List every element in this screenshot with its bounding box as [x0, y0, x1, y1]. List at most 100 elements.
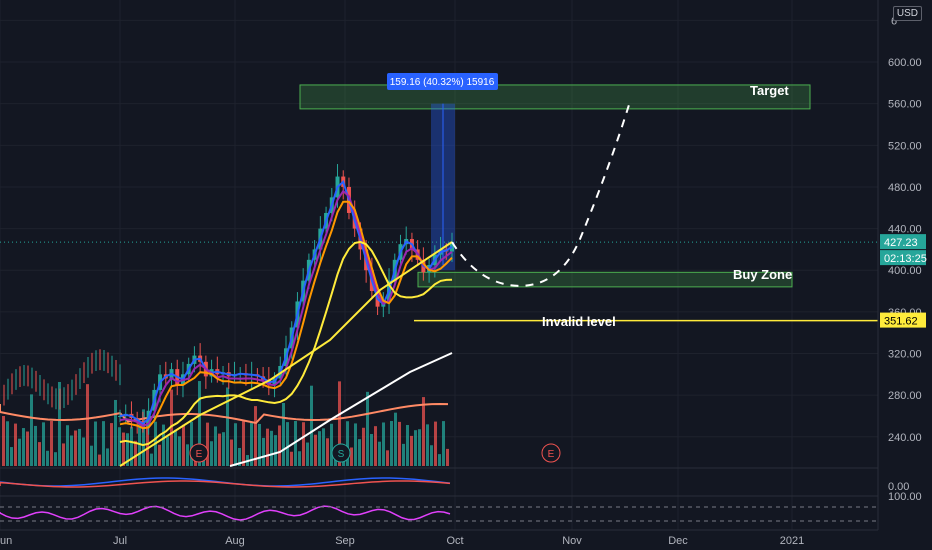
price-tick-label: 280.00	[888, 390, 922, 402]
sma-yellow-long-line	[119, 241, 453, 467]
volume-bar	[318, 431, 321, 466]
volume-bar	[6, 421, 9, 466]
invalid-price-tag-bg	[880, 312, 926, 328]
volume-bar	[122, 432, 125, 466]
invalid-level-label: Invalid level	[542, 314, 616, 329]
volume-bar	[254, 406, 257, 466]
time-tick-label: Aug	[225, 535, 245, 547]
time-tick-label: Dec	[668, 535, 688, 547]
volume-bar	[162, 424, 165, 466]
volume-bar	[310, 385, 313, 466]
volume-bar	[426, 424, 429, 466]
volume-bar	[26, 431, 29, 466]
volume-bar	[390, 421, 393, 466]
volume-bar	[366, 391, 369, 466]
price-tick-label: 400.00	[888, 265, 922, 277]
volume-bar	[34, 425, 37, 466]
time-axis-bg	[0, 530, 932, 550]
volume-bar	[266, 428, 269, 466]
volume-bar	[130, 426, 133, 466]
price-tick-label: 480.00	[888, 182, 922, 194]
volume-bar	[42, 422, 45, 466]
volume-bar	[90, 445, 93, 466]
volume-bar	[70, 435, 73, 466]
volume-bar	[142, 409, 145, 466]
volume-bar	[98, 454, 101, 466]
signal-line	[0, 480, 451, 488]
volume-bar	[210, 441, 213, 466]
volume-bar	[270, 430, 273, 466]
last-price-tag: 427.23	[884, 237, 918, 249]
volume-bar	[330, 423, 333, 466]
volume-bar	[306, 442, 309, 466]
volume-bar	[410, 435, 413, 466]
price-tick-label: 240.00	[888, 432, 922, 444]
oscillator-line	[0, 505, 451, 521]
volume-bar	[382, 422, 385, 466]
volume-bar	[362, 427, 365, 466]
volume-bar	[58, 381, 61, 466]
volume-bar	[398, 421, 401, 466]
volume-bar	[242, 421, 245, 466]
volume-bar	[46, 450, 49, 466]
volume-bar	[346, 421, 349, 466]
price-axis[interactable]: 6600.00560.00520.00480.00440.00400.00360…	[877, 0, 932, 530]
volume-bar	[430, 445, 433, 466]
volume-bar	[74, 430, 77, 466]
volume-bar	[402, 443, 405, 466]
time-tick-label: un	[0, 535, 12, 547]
volume-bar	[250, 421, 253, 466]
volume-bar	[66, 425, 69, 466]
buy-zone	[417, 271, 793, 288]
volume-ma-line	[0, 402, 449, 425]
volume-bar	[234, 423, 237, 466]
volume-bar	[50, 421, 53, 466]
sma-white-line	[229, 352, 453, 467]
indicator-panes	[0, 467, 878, 522]
volume-bar	[370, 434, 373, 466]
moving-averages	[119, 180, 453, 467]
volume-bar	[258, 423, 261, 466]
currency-badge[interactable]: USD	[892, 6, 922, 21]
volume-bar	[302, 422, 305, 466]
price-tick-label: 560.00	[888, 99, 922, 111]
volume-bar	[322, 428, 325, 466]
annotations[interactable]: 159.16 (40.32%) 15916 Target Buy Zone Inval…	[189, 73, 792, 463]
volume-bar	[110, 423, 113, 466]
ema-fast-line	[119, 180, 453, 426]
volume-bar	[198, 381, 201, 466]
volume-bar	[294, 421, 297, 466]
price-tick-label: 520.00	[888, 140, 922, 152]
volume-bar	[2, 416, 5, 466]
volume-bar	[134, 440, 137, 466]
volume-bar	[10, 447, 13, 466]
volume-bar	[326, 438, 329, 466]
volume-bar	[378, 441, 381, 466]
time-tick-label: Sep	[335, 535, 355, 547]
ema-orange-line	[119, 200, 453, 430]
event-marker	[189, 443, 209, 463]
volume-bar	[314, 434, 317, 466]
volume-bar	[414, 430, 417, 466]
measure-label: 159.16 (40.32%) 15916	[390, 77, 495, 88]
price-tick-label: 6	[891, 15, 897, 27]
time-axis[interactable]: un Jul Aug Sep Oct Nov Dec 2021	[0, 529, 932, 550]
volume-bar	[406, 425, 409, 466]
volume-bar	[394, 412, 397, 466]
volume-bar	[290, 451, 293, 466]
volume-bar	[186, 444, 189, 466]
volume-bar	[18, 438, 21, 466]
volume-bar	[190, 421, 193, 466]
time-tick-label: Jul	[113, 535, 127, 547]
volume-bars	[0, 381, 449, 466]
volume-bar	[150, 453, 153, 466]
event-marker	[331, 443, 351, 463]
volume-bar	[442, 421, 445, 466]
sma-yellow-line	[119, 240, 453, 447]
projection-path	[451, 101, 631, 287]
volume-bar	[338, 381, 341, 466]
volume-bar	[226, 387, 229, 466]
volume-bar	[278, 425, 281, 466]
volume-bar	[274, 435, 277, 466]
